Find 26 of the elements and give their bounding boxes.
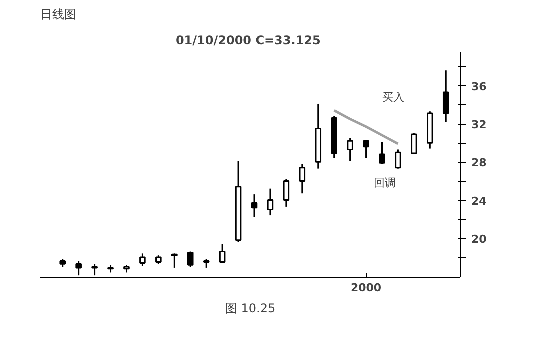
text: 01/10/2000 C=33.125	[176, 34, 321, 48]
candlestick	[395, 148, 402, 170]
y-tick-label: 32	[472, 118, 487, 132]
annotation: 买入	[382, 91, 404, 104]
x-tick-label: 2000	[350, 282, 382, 294]
candlestick	[411, 132, 418, 154]
candlestick	[299, 163, 306, 194]
y-tick-label: 20	[472, 232, 488, 246]
candlestick	[267, 188, 274, 216]
candlestick	[251, 194, 258, 218]
candlestick	[379, 141, 386, 165]
candlestick	[172, 252, 178, 269]
candlestick	[363, 139, 370, 160]
y-tick-label: 28	[472, 156, 487, 170]
chart-title: 日线图	[40, 8, 76, 22]
candlestick	[219, 243, 226, 264]
candlestick	[187, 251, 194, 268]
y-tick-label: 36	[472, 80, 488, 94]
candlestick	[140, 252, 146, 267]
candlestick	[283, 178, 290, 208]
line-series	[333, 109, 400, 146]
caption: 图 10.25	[225, 302, 276, 316]
y-tick-label: 24	[472, 194, 488, 208]
candlestick	[442, 70, 450, 123]
candlestick	[347, 138, 354, 162]
annotation: 回调	[374, 176, 396, 190]
